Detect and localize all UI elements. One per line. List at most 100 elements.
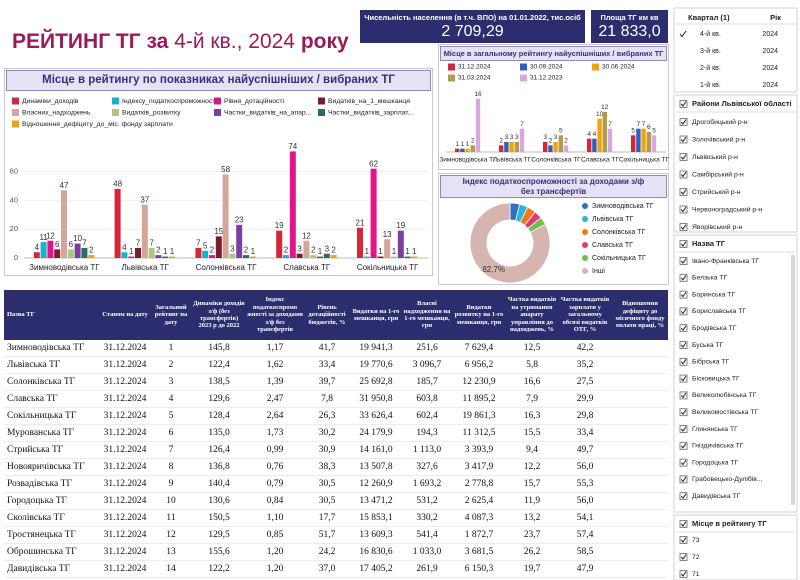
bar [88, 255, 95, 258]
filter-item: 3-й кв. [700, 47, 721, 55]
table-cell: 13 609,3 [350, 526, 402, 544]
legend-swatch [12, 109, 19, 116]
legend-swatch [318, 109, 325, 116]
check-mark [680, 224, 687, 230]
data-label: 12 [601, 104, 609, 111]
pie-slice [469, 202, 551, 284]
legend-swatch [12, 120, 19, 128]
table-cell: 1,20 [246, 543, 304, 561]
bar [47, 240, 54, 258]
table-cell: Оброшинська ТГ [4, 543, 100, 561]
bar [141, 204, 148, 258]
table-cell: 7 [150, 441, 192, 459]
x-tick-label: Солонківська ТГ [196, 263, 258, 272]
table-cell: 58,5 [558, 543, 612, 561]
table-row: Новояричівська ТГ 31.12.2024 8 136,8 0,76 38,… [4, 458, 668, 476]
bar [587, 138, 592, 152]
bar [465, 148, 470, 152]
table-cell: 26,2 [506, 543, 558, 561]
table-cell: 603,8 [402, 390, 452, 408]
bar [81, 247, 88, 258]
checkbox [679, 188, 688, 196]
data-label: 37 [140, 195, 149, 204]
data-label: 19 [275, 221, 284, 230]
data-label: 5 [559, 128, 563, 135]
data-label: 6 [647, 124, 651, 131]
data-label: 48 [113, 179, 122, 188]
table-cell: 122,2 [192, 560, 246, 578]
filter-item: Бісковицька ТГ [692, 374, 740, 382]
table-cell: 2,47 [246, 390, 304, 408]
data-label: 6 [55, 240, 60, 249]
data-label: 4 [587, 131, 591, 138]
table-cell: 1,10 [246, 509, 304, 527]
bar [558, 135, 563, 152]
bar [155, 255, 162, 258]
check-mark [680, 537, 687, 543]
table-cell: 128,4 [192, 407, 246, 425]
table-cell: 31.12.2024 [100, 340, 150, 357]
filter-item: Грабовецько-Дулібів... [692, 475, 763, 483]
bar [283, 255, 289, 258]
table-cell: 31.12.2024 [100, 475, 150, 493]
table-cell: 136,8 [192, 458, 246, 476]
table-cell: 54,1 [558, 509, 612, 527]
table-cell [612, 475, 668, 493]
legend-swatch [448, 74, 455, 82]
data-label: 1 [461, 141, 465, 148]
table-cell: 25 692,8 [350, 373, 402, 391]
table-cell: 56,0 [558, 458, 612, 476]
table-cell: 5 [150, 407, 192, 425]
legend-label: Львівська ТГ [592, 215, 634, 223]
table-cell: 129,5 [192, 526, 246, 544]
filter-item: 2-й кв. [700, 64, 721, 72]
data-label: 3 [543, 134, 547, 141]
data-label: 7 [149, 239, 154, 248]
filter-item: 2024 [762, 31, 778, 38]
table-cell: 0,79 [246, 475, 304, 493]
y-tick-label: 40 [10, 195, 18, 204]
check-mark [680, 359, 687, 365]
legend-label: Славська ТГ [592, 242, 633, 249]
table-row: Стрийська ТГ 31.12.2024 7 126,4 0,99 30,9 14 1… [4, 441, 668, 459]
table-cell [612, 356, 668, 374]
filter-panel [673, 234, 798, 513]
data-label: 2 [499, 138, 503, 145]
data-label: 15 [214, 227, 223, 236]
data-label: 4 [122, 243, 127, 252]
table-cell: 1 693,2 [402, 475, 452, 493]
table-cell: Розвадівська ТГ [4, 475, 100, 493]
table-cell [612, 492, 668, 510]
data-label: 2 [549, 138, 553, 145]
bar [470, 145, 475, 152]
column-header: Частка видатків зарплати у загальному об… [558, 290, 612, 340]
table-cell: 42,2 [558, 340, 612, 357]
check-mark [680, 171, 687, 178]
bar [296, 253, 303, 258]
bar [602, 112, 607, 152]
legend-label: Динаміки_доходів [22, 97, 79, 105]
filter-item: Самбірський р-н [692, 170, 744, 178]
data-label: 4 [593, 131, 597, 138]
table-cell [612, 441, 668, 459]
table-cell: 2 [150, 356, 192, 374]
bar [169, 256, 175, 258]
data-label: 1 [163, 247, 168, 256]
table-cell: 31.12.2024 [100, 373, 150, 391]
table-cell: 0,99 [246, 441, 304, 459]
table-row: Славська ТГ 31.12.2024 4 129,6 2,47 7,8 31 950… [4, 390, 668, 408]
bar [40, 242, 47, 258]
table-cell: 31.12.2024 [100, 441, 150, 459]
table-cell: 30,9 [304, 441, 350, 459]
table-row: Львівська ТГ 31.12.2024 2 122,4 1,62 33,4 19 7… [4, 356, 668, 374]
table-cell: 15 853,1 [350, 509, 402, 527]
table-cell: 150,5 [192, 509, 246, 527]
data-label: 2 [331, 246, 336, 255]
table-cell: 2,64 [246, 407, 304, 425]
legend-label: 31.12.2023 [530, 75, 563, 82]
data-label: 7 [136, 239, 141, 248]
filter-item: Бродівська ТГ [692, 324, 737, 332]
check-mark [680, 521, 687, 527]
y-tick-label: 0 [14, 253, 18, 262]
data-label: 5 [652, 128, 656, 135]
